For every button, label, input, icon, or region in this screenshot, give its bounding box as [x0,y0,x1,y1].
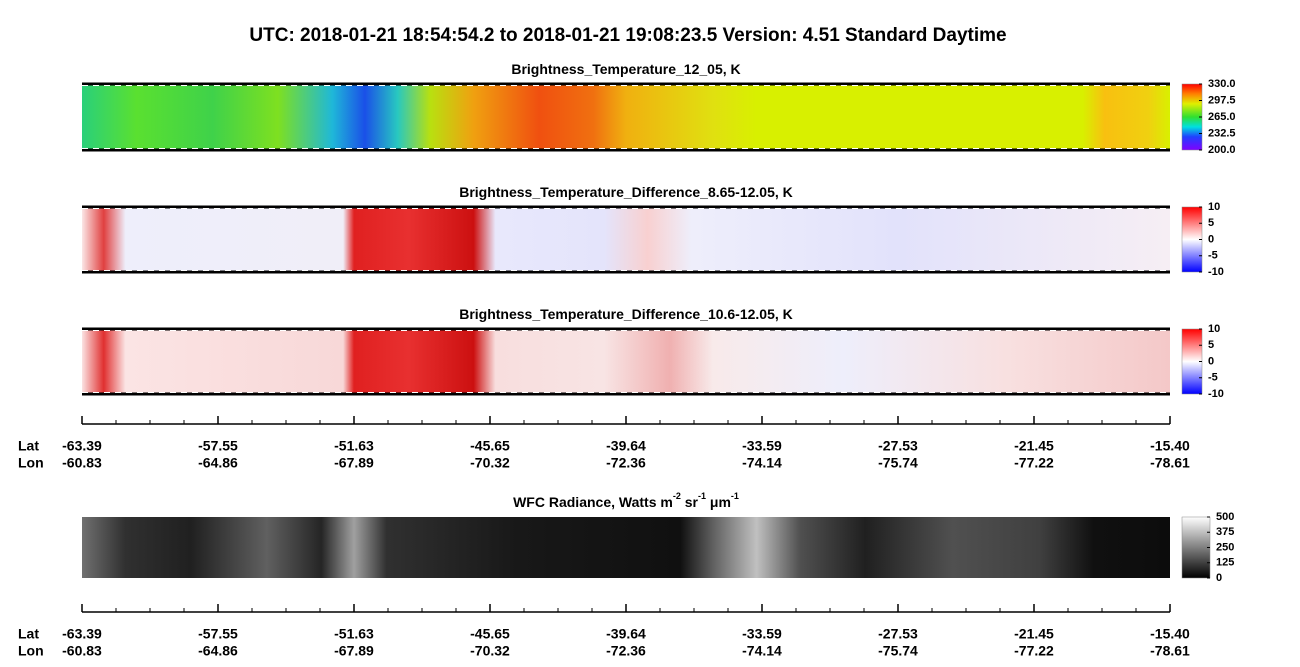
colorbar-tick-label: 0 [1208,355,1214,367]
colorbar-tick-label: 125 [1216,557,1234,569]
track-tick-label: -74.14 [742,643,782,659]
track-tick-label: -77.22 [1014,455,1054,471]
panel-image [82,329,1170,394]
track-tick-label: -60.83 [62,455,102,471]
track-tick-label: -39.64 [606,438,646,454]
colorbar-tick-label: -10 [1208,388,1224,400]
track-tick-label: -45.65 [470,438,510,454]
track-tick-label: -51.63 [334,626,374,642]
row-label: Lat [18,438,39,454]
track-tick-label: -70.32 [470,643,510,659]
track-tick-label: -74.14 [742,455,782,471]
title-part: Brightness_Temperature_Difference_10.6-1… [459,306,793,322]
title-superscript: -2 [673,491,681,501]
track-tick-label: -39.64 [606,626,646,642]
panel-image [82,517,1170,578]
track-tick-label: -63.39 [62,626,102,642]
track-tick-label: -78.61 [1150,643,1190,659]
title-superscript: -1 [731,491,739,501]
colorbar-tick-label: 297.5 [1208,94,1236,106]
row-label: Lon [18,643,44,659]
colorbar-tick-label: -10 [1208,266,1224,278]
track-tick-label: -33.59 [742,438,782,454]
track-tick-label: -70.32 [470,455,510,471]
track-tick-label: -75.74 [878,455,918,471]
track-tick-label: -72.36 [606,455,646,471]
colorbar-tick-label: 200.0 [1208,144,1236,156]
track-tick-label: -75.74 [878,643,918,659]
row-label: Lon [18,455,44,471]
track-tick-label: -63.39 [62,438,102,454]
colorbar-tick-label: 375 [1216,526,1234,538]
colorbar-tick-label: 265.0 [1208,111,1236,123]
panel-title: Brightness_Temperature_Difference_8.65-1… [459,184,793,200]
title-part: sr [681,494,699,510]
track-tick-label: -15.40 [1150,438,1190,454]
track-tick-label: -60.83 [62,643,102,659]
colorbar-tick-label: 250 [1216,541,1234,553]
colorbar-tick-label: 500 [1216,511,1234,523]
title-part: WFC Radiance, Watts m [513,494,673,510]
panel-title: Brightness_Temperature_Difference_10.6-1… [459,306,793,322]
track-tick-label: -45.65 [470,626,510,642]
figure-title: UTC: 2018-01-21 18:54:54.2 to 2018-01-21… [249,25,1006,46]
title-part: μm [706,494,731,510]
colorbar-tick-label: 232.5 [1208,127,1236,139]
colorbar-tick-label: -5 [1208,250,1218,262]
track-tick-label: -67.89 [334,643,374,659]
panel-title: WFC Radiance, Watts m-2​ sr-1​ μm-1​ [513,491,739,509]
track-tick-label: -67.89 [334,455,374,471]
colorbar [1181,516,1211,579]
track-tick-label: -64.86 [198,455,238,471]
title-part: Brightness_Temperature_Difference_8.65-1… [459,184,793,200]
panel-title: Brightness_Temperature_12_05, K [511,61,740,77]
colorbar-tick-label: 10 [1208,323,1220,335]
title-part: Brightness_Temperature_12_05, K [511,61,740,77]
track-tick-label: -64.86 [198,643,238,659]
track-tick-label: -33.59 [742,626,782,642]
track-tick-label: -15.40 [1150,626,1190,642]
colorbar-tick-label: 10 [1208,201,1220,213]
panel-image [82,207,1170,272]
track-tick-label: -27.53 [878,438,918,454]
track-tick-label: -77.22 [1014,643,1054,659]
title-superscript: -1 [698,491,706,501]
track-tick-label: -72.36 [606,643,646,659]
track-tick-label: -21.45 [1014,626,1054,642]
track-tick-label: -57.55 [198,626,238,642]
colorbar-tick-label: 330.0 [1208,78,1236,90]
colorbar-tick-label: 0 [1216,572,1222,584]
track-tick-label: -27.53 [878,626,918,642]
track-tick-label: -21.45 [1014,438,1054,454]
row-label: Lat [18,626,39,642]
panel-image [82,84,1170,150]
colorbar-tick-label: 0 [1208,233,1214,245]
track-tick-label: -51.63 [334,438,374,454]
colorbar-tick-label: 5 [1208,339,1214,351]
colorbar-tick-label: -5 [1208,372,1218,384]
track-tick-label: -57.55 [198,438,238,454]
colorbar-tick-label: 5 [1208,217,1214,229]
track-tick-label: -78.61 [1150,455,1190,471]
